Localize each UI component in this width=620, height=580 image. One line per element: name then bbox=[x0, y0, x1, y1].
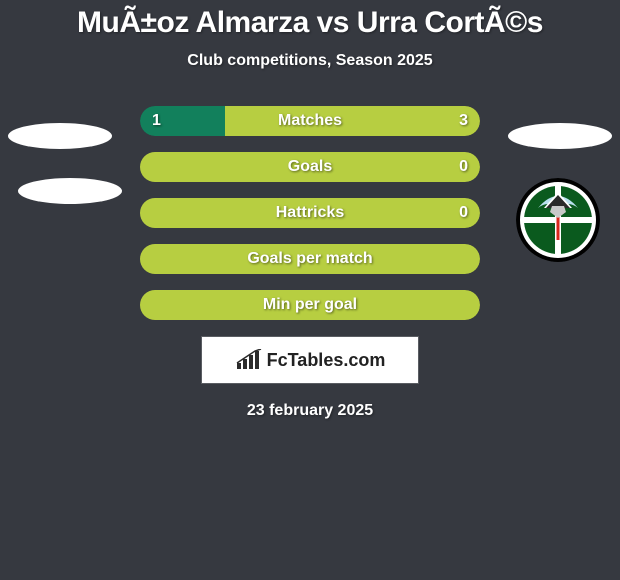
player-right-avatar bbox=[508, 123, 612, 149]
brand-text: FcTables.com bbox=[267, 350, 386, 371]
infographic-root: MuÃ±oz Almarza vs Urra CortÃ©s Club comp… bbox=[0, 0, 620, 580]
brand-bars-icon bbox=[235, 349, 263, 371]
stat-bar-label: Min per goal bbox=[140, 296, 480, 314]
stat-bar: Hattricks0 bbox=[140, 198, 480, 228]
player-left-avatar-top bbox=[8, 123, 112, 149]
page-subtitle: Club competitions, Season 2025 bbox=[0, 52, 620, 70]
stat-bar-label: Hattricks bbox=[140, 204, 480, 222]
stat-bar-right-value: 0 bbox=[459, 204, 468, 222]
stat-bar-right-value: 0 bbox=[459, 158, 468, 176]
stat-bar: Goals per match bbox=[140, 244, 480, 274]
stat-bar: Min per goal bbox=[140, 290, 480, 320]
club-logo-svg bbox=[516, 178, 600, 262]
stat-bar-left-value: 1 bbox=[152, 112, 161, 130]
footer-date: 23 february 2025 bbox=[0, 402, 620, 420]
stat-bar-label: Matches bbox=[140, 112, 480, 130]
stat-bar-label: Goals bbox=[140, 158, 480, 176]
page-title: MuÃ±oz Almarza vs Urra CortÃ©s bbox=[0, 0, 620, 40]
stat-bar-label: Goals per match bbox=[140, 250, 480, 268]
brand-box: FcTables.com bbox=[201, 336, 419, 384]
stat-bar-right-value: 3 bbox=[459, 112, 468, 130]
stat-bar: Goals0 bbox=[140, 152, 480, 182]
club-logo bbox=[516, 178, 600, 262]
player-left-avatar-bottom bbox=[18, 178, 122, 204]
stat-bar: Matches1 3 bbox=[140, 106, 480, 136]
